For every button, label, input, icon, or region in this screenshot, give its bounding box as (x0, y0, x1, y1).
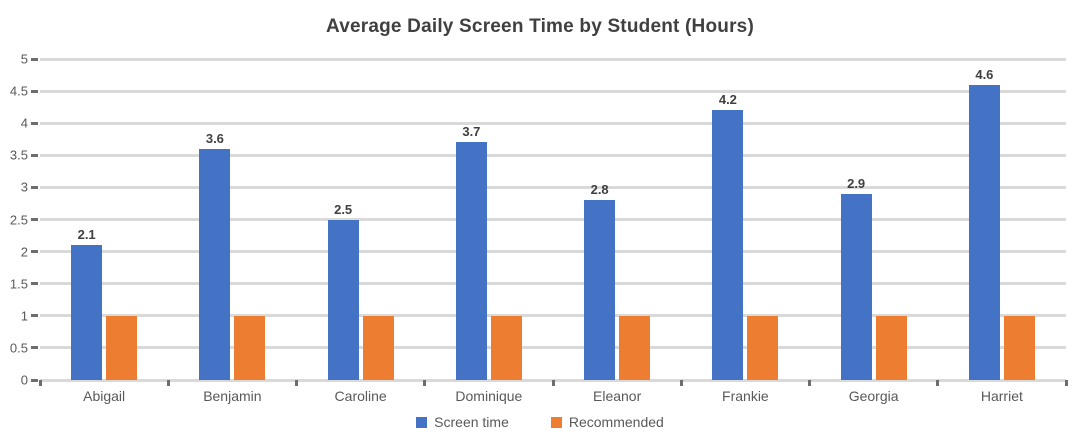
bar-recommended (747, 315, 779, 380)
gridline (40, 346, 1066, 350)
y-tick-label: 0 (20, 372, 28, 388)
y-axis-tick (31, 121, 38, 125)
bar-screen-time (584, 200, 616, 380)
bar-data-label: 4.2 (718, 92, 737, 108)
y-tick-label: 3.5 (9, 147, 28, 163)
bar-recommended (875, 315, 907, 380)
x-tick-label: Harriet (980, 388, 1023, 404)
bar-screen-time (455, 142, 487, 380)
y-tick-label: 1.5 (9, 276, 28, 292)
y-tick-label: 2 (20, 244, 28, 260)
gridline (40, 282, 1066, 286)
x-axis-tick (423, 380, 427, 386)
bar-screen-time (71, 245, 103, 380)
bar-recommended (490, 315, 522, 380)
gridline (40, 153, 1066, 157)
legend-swatch-icon (416, 416, 428, 428)
y-axis-tick (31, 378, 38, 382)
legend-swatch-icon (550, 416, 562, 428)
bar-data-label: 3.7 (462, 124, 481, 140)
x-tick-label: Dominique (455, 388, 523, 404)
y-axis-tick (31, 250, 38, 254)
y-axis-tick (31, 153, 38, 157)
x-tick-label: Eleanor (592, 388, 642, 404)
x-axis-tick (38, 380, 42, 386)
legend: Screen time Recommended (0, 414, 1080, 430)
bar-data-label: 2.1 (77, 227, 96, 243)
bar-recommended (234, 315, 266, 380)
x-tick-label: Frankie (722, 388, 769, 404)
bar-screen-time (840, 193, 872, 380)
bar-recommended (106, 315, 138, 380)
y-tick-label: 5 (20, 51, 28, 67)
gridline (40, 121, 1066, 125)
y-tick-label: 4 (20, 115, 28, 131)
chart-title: Average Daily Screen Time by Student (Ho… (326, 16, 754, 37)
x-axis-tick (551, 380, 555, 386)
bar-data-label: 4.6 (975, 66, 994, 82)
legend-label: Recommended (568, 414, 664, 430)
bar-data-label: 2.9 (847, 175, 866, 191)
y-axis-tick (31, 346, 38, 350)
y-tick-label: 2.5 (9, 212, 28, 227)
x-axis-tick (679, 380, 683, 386)
y-axis-tick (31, 282, 38, 286)
x-tick-label: Abigail (83, 388, 126, 404)
bar-recommended (619, 315, 651, 380)
y-axis-tick (31, 57, 38, 61)
y-tick-label: 4.5 (9, 83, 28, 99)
x-tick-label: Georgia (848, 388, 899, 404)
bar-screen-time (327, 219, 359, 380)
x-axis-tick (166, 380, 170, 386)
x-tick-label: Caroline (334, 388, 387, 404)
bar-data-label: 2.5 (334, 201, 353, 217)
y-tick-label: 0.5 (9, 340, 28, 356)
gridline (40, 218, 1066, 221)
legend-item: Recommended (550, 414, 664, 430)
legend-item: Screen time (416, 414, 509, 430)
gridline (40, 57, 1066, 61)
y-tick-label: 3 (20, 179, 28, 195)
gridline (40, 185, 1066, 189)
x-axis-tick (936, 380, 940, 386)
gridline (40, 250, 1066, 254)
y-axis-tick (31, 218, 38, 221)
gridline (40, 314, 1066, 318)
x-axis-tick (295, 380, 298, 386)
x-axis-tick (1064, 380, 1068, 386)
bar-recommended (1003, 315, 1035, 380)
bar-data-label: 2.8 (590, 182, 609, 198)
y-axis-tick (31, 185, 38, 189)
gridline (40, 89, 1066, 93)
y-axis-tick (31, 89, 38, 93)
x-axis-tick (808, 380, 811, 386)
bar-recommended (362, 315, 394, 380)
legend-label: Screen time (434, 414, 509, 430)
bar-screen-time (968, 84, 1000, 380)
bar-screen-time (199, 148, 231, 380)
bar-screen-time (712, 110, 744, 380)
bar-data-label: 3.6 (205, 130, 224, 146)
y-tick-label: 1 (20, 308, 28, 324)
y-axis-tick (31, 314, 38, 318)
x-tick-label: Benjamin (203, 388, 262, 404)
